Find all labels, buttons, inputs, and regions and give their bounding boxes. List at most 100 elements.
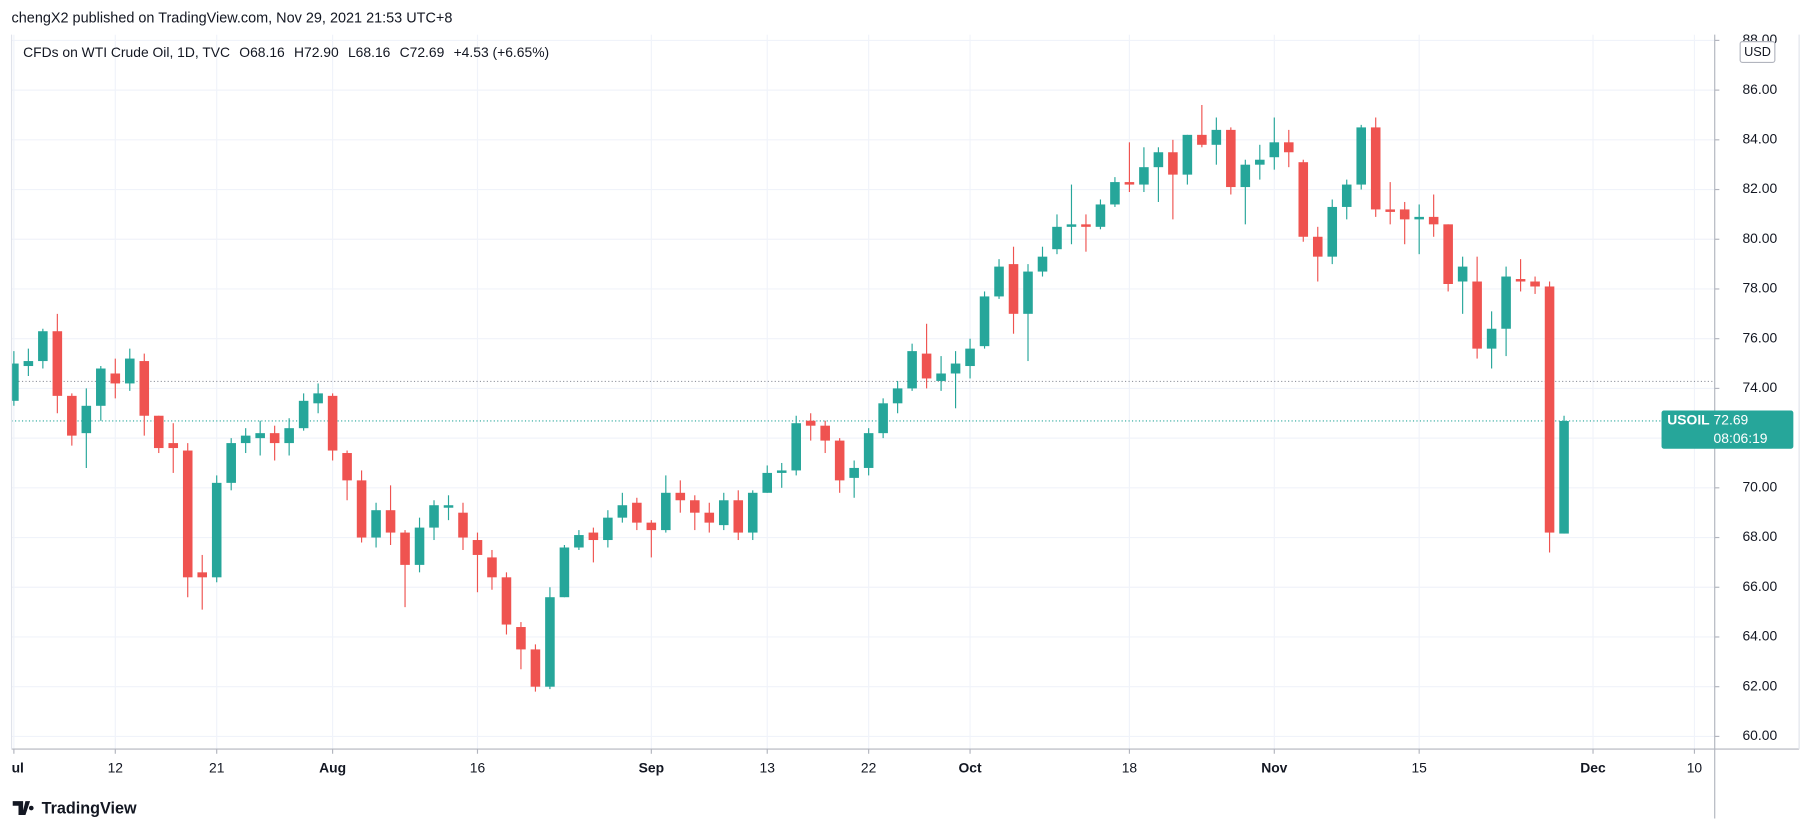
publisher: chengX2 published on TradingView.com, No…: [12, 10, 453, 26]
candle-body: [1559, 420, 1569, 534]
candle-body: [1226, 129, 1236, 188]
ohlc-value: H72.90: [294, 44, 339, 60]
y-tick-label: 82.00: [1742, 180, 1777, 196]
candle-body: [226, 443, 236, 483]
candle-body: [487, 557, 497, 578]
ohlc-value: C72.69: [400, 44, 445, 60]
candle-body: [211, 482, 222, 578]
candle-body: [1023, 271, 1033, 314]
candle-body: [1457, 266, 1468, 282]
candle-body: [52, 331, 63, 396]
candle-body: [110, 373, 121, 384]
candle-body: [139, 361, 150, 416]
footer-brand: TradingView: [42, 799, 137, 817]
candle-body: [38, 331, 48, 362]
candle-body: [342, 453, 352, 481]
x-tick-label: Sep: [639, 759, 664, 775]
candle-body: [443, 505, 454, 508]
candle-body: [1153, 152, 1164, 168]
x-tick-label: Oct: [959, 759, 982, 775]
candle-body: [96, 368, 106, 406]
candle-body: [472, 540, 483, 555]
candle-body: [574, 535, 584, 548]
candle-body: [646, 522, 657, 531]
candle-body: [125, 358, 135, 384]
x-tick-label: Dec: [1580, 759, 1606, 775]
candle-body: [994, 266, 1004, 297]
candle-body: [1284, 142, 1294, 153]
ohlc-value: L68.16: [348, 44, 391, 60]
candle-body: [834, 440, 845, 481]
countdown: 08:06:19: [1714, 430, 1768, 446]
candle-body: [371, 510, 381, 538]
candle-body: [1052, 226, 1062, 250]
candle-body: [1211, 129, 1222, 145]
axes: 60.0062.0064.0066.0068.0070.0072.0074.00…: [4, 31, 1778, 775]
y-tick-label: 78.00: [1742, 280, 1777, 296]
candle-body: [269, 433, 280, 444]
candle-body: [878, 403, 888, 434]
candle-body: [936, 373, 946, 381]
candle-body: [1081, 224, 1091, 227]
candle-body: [979, 296, 990, 347]
x-tick-label: Jul: [4, 759, 24, 775]
candle-body: [1486, 328, 1497, 349]
candle-body: [284, 428, 294, 444]
candle-body: [458, 512, 468, 538]
y-tick-label: 66.00: [1742, 578, 1777, 594]
x-tick-label: 16: [470, 759, 486, 775]
candle-body: [356, 480, 367, 538]
candle-body: [1095, 204, 1106, 227]
candle-body: [603, 517, 613, 541]
candle-body: [298, 400, 309, 429]
candle-body: [1341, 184, 1352, 207]
candle-body: [153, 415, 164, 449]
candle-body: [1110, 182, 1120, 205]
legend-title: CFDs on WTI Crude Oil, 1D, TVC: [23, 44, 230, 60]
candle-body: [1008, 264, 1019, 314]
candle-body: [675, 492, 686, 501]
candle-body: [1066, 224, 1077, 227]
candle-body: [747, 492, 758, 533]
candle-body: [1414, 216, 1424, 220]
candle-body: [1327, 206, 1338, 257]
candle-body: [1356, 127, 1367, 185]
candle-body: [1298, 162, 1309, 237]
candle-body: [414, 527, 425, 565]
candle-body: [168, 443, 179, 449]
candle-body: [327, 395, 338, 451]
candle-body: [921, 353, 932, 379]
candle-body: [1544, 286, 1555, 533]
ohlc-value: +4.53 (+6.65%): [454, 44, 550, 60]
x-tick-label: 18: [1122, 759, 1138, 775]
candle-body: [849, 467, 859, 478]
candle-body: [907, 351, 917, 389]
candle-body: [81, 405, 92, 434]
x-tick-label: 22: [861, 759, 877, 775]
candle-body: [1124, 182, 1135, 185]
candle-body: [1370, 127, 1381, 210]
y-tick-label: 68.00: [1742, 528, 1777, 544]
x-tick-label: 12: [108, 759, 124, 775]
candle-body: [1168, 152, 1178, 175]
ohlc-value: O68.16: [239, 44, 285, 60]
ohlc-legend: O68.16 H72.90 L68.16 C72.69 +4.53 (+6.65%): [239, 44, 549, 60]
candle-body: [1240, 164, 1251, 188]
candle-body: [1269, 142, 1280, 158]
candle-body: [240, 435, 251, 444]
candle-body: [965, 348, 975, 367]
candle-body: [385, 510, 396, 533]
candle-body: [1399, 209, 1410, 220]
candle-body: [661, 492, 671, 531]
candle-body: [1312, 236, 1323, 257]
candle-body: [791, 423, 801, 471]
tv-logo: TradingView: [12, 799, 137, 817]
y-tick-label: 86.00: [1742, 81, 1777, 97]
candle-body: [704, 512, 715, 523]
candle-body: [67, 395, 77, 436]
candle-body: [23, 361, 34, 367]
candle-body: [1197, 134, 1207, 145]
candle-body: [545, 597, 555, 687]
candle-body: [530, 649, 541, 687]
